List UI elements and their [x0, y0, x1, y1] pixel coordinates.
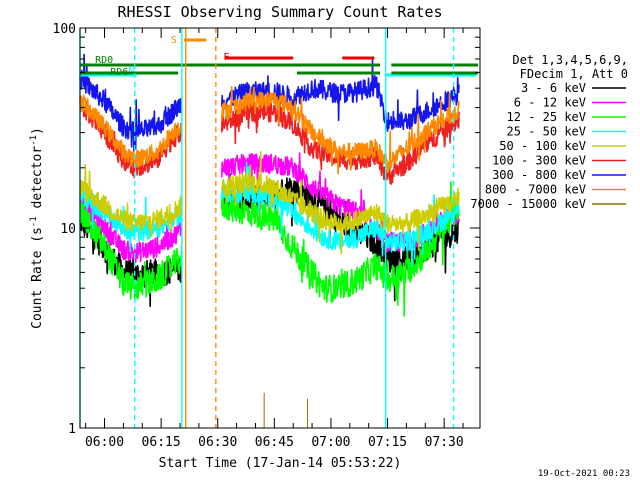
legend-label-1: 6 - 12 keV	[514, 96, 586, 110]
series-layer	[79, 53, 460, 428]
x-tick-label-5: 07:15	[368, 435, 407, 450]
x-tick-label-4: 07:00	[311, 435, 350, 450]
y-axis-label: Count Rate (s-1 detector-1)	[29, 127, 45, 329]
flare-label: F	[223, 52, 229, 63]
axis-layer: 1 10 100 06:00 06:15 06:30 06:45 07:00 07:15 07:3…	[53, 22, 480, 450]
legend-label-6: 300 - 800 keV	[492, 168, 586, 182]
rd6-label: RD6	[110, 67, 128, 78]
legend-label-0: 3 - 6 keV	[521, 81, 586, 95]
legend: Det 1,3,4,5,6,9, FDecim 1, Att 0 3 - 6 k…	[470, 53, 628, 211]
x-tick-label-0: 06:00	[85, 435, 124, 450]
legend-label-3: 25 - 50 keV	[507, 125, 586, 139]
x-tick-label-3: 06:45	[255, 435, 294, 450]
svg-text:Count Rate (s-1 detector-1): Count Rate (s-1 detector-1)	[29, 127, 45, 329]
legend-label-4: 50 - 100 keV	[499, 139, 586, 153]
y-tick-label-2: 100	[53, 22, 76, 37]
footer-date: 19-Oct-2021 00:23	[538, 469, 630, 479]
legend-header-2: FDecim 1, Att 0	[520, 67, 628, 81]
series-line-4	[79, 151, 460, 254]
x-tick-label-2: 06:30	[198, 435, 237, 450]
annotation-layer: NSFRD0RD6	[80, 35, 479, 78]
x-axis-label: Start Time (17-Jan-14 05:53:22)	[159, 456, 402, 471]
legend-label-7: 800 - 7000 keV	[485, 183, 586, 197]
chart-title: RHESSI Observing Summary Count Rates	[117, 3, 442, 21]
rd0-label: RD0	[95, 55, 113, 66]
series-line-7	[79, 86, 460, 175]
x-tick-label-6: 07:30	[425, 435, 464, 450]
y-tick-label-1: 10	[60, 222, 76, 237]
y-tick-label-0: 1	[68, 422, 76, 437]
saa-label: S	[171, 35, 177, 46]
legend-label-5: 100 - 300 keV	[492, 154, 586, 168]
legend-label-2: 12 - 25 keV	[507, 110, 586, 124]
legend-header-1: Det 1,3,4,5,6,9,	[512, 53, 628, 67]
legend-label-8: 7000 - 15000 keV	[470, 197, 586, 211]
series-line-2	[79, 181, 460, 317]
x-tick-label-1: 06:15	[142, 435, 181, 450]
